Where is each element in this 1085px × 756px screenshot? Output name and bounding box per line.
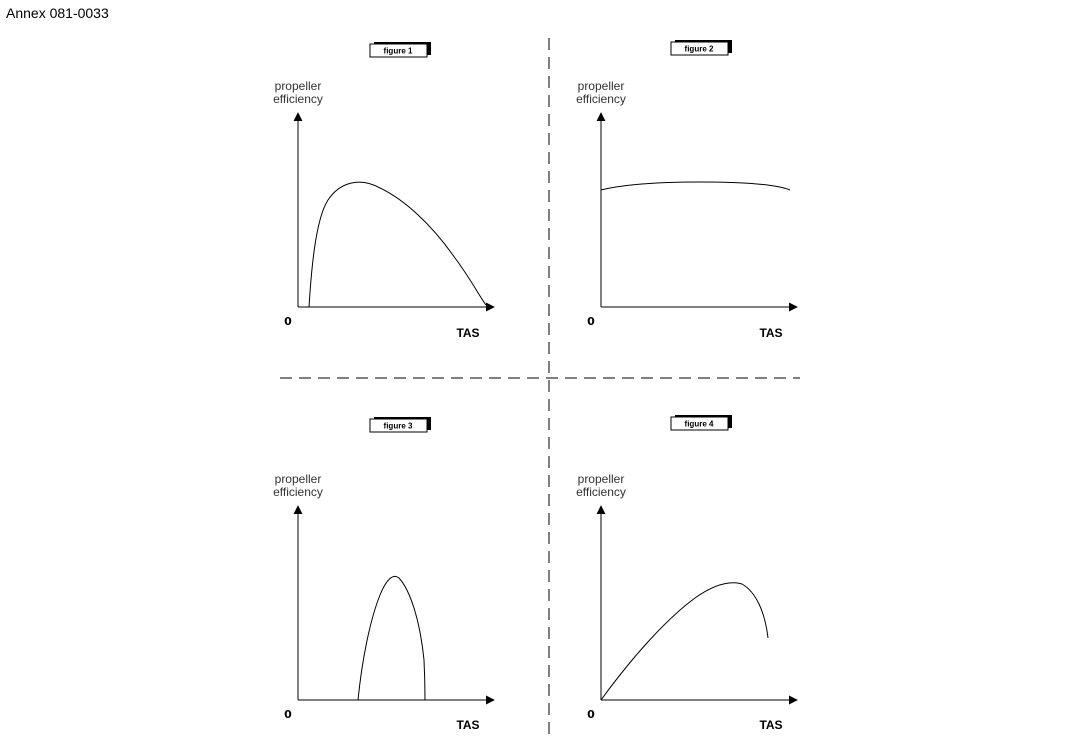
efficiency-curve [600, 181, 791, 191]
y-axis-label-line1: propeller [578, 79, 625, 93]
panel-figure-2: figure 2 propeller efficiency 0 TAS [576, 40, 798, 340]
figure-1-tag: figure 1 [369, 42, 431, 58]
efficiency-curve [357, 575, 426, 701]
efficiency-curve [308, 181, 487, 308]
panel-figure-1: figure 1 propeller efficiency 0 TAS [273, 42, 495, 340]
figure-2-tag: figure 2 [670, 40, 732, 56]
figure-3-tag: figure 3 [369, 417, 431, 433]
annex-reference: Annex 081-0033 [6, 5, 109, 21]
figure-4-tag: figure 4 [670, 415, 732, 431]
figure-2-label: figure 2 [685, 45, 714, 54]
efficiency-curve [600, 582, 769, 701]
y-axis-label-line2: efficiency [273, 485, 323, 499]
figure-1-label: figure 1 [384, 47, 413, 56]
figure-3-label: figure 3 [384, 422, 413, 431]
y-axis-label-line2: efficiency [576, 92, 626, 106]
y-axis-label-line1: propeller [275, 79, 322, 93]
x-axis-label: TAS [456, 718, 479, 732]
y-axis-label-line1: propeller [275, 472, 322, 486]
panel-figure-3: figure 3 propeller efficiency 0 TAS [273, 417, 495, 732]
origin-label: 0 [587, 315, 595, 328]
origin-label: 0 [587, 708, 595, 721]
origin-label: 0 [284, 708, 292, 721]
origin-label: 0 [284, 315, 292, 328]
y-axis-label-line2: efficiency [273, 92, 323, 106]
x-axis-label: TAS [759, 718, 782, 732]
figure-4-label: figure 4 [685, 420, 714, 429]
x-axis-label: TAS [456, 326, 479, 340]
y-axis-label-line1: propeller [578, 472, 625, 486]
x-axis-label: TAS [759, 326, 782, 340]
panel-figure-4: figure 4 propeller efficiency 0 TAS [576, 415, 798, 732]
y-axis-label-line2: efficiency [576, 485, 626, 499]
